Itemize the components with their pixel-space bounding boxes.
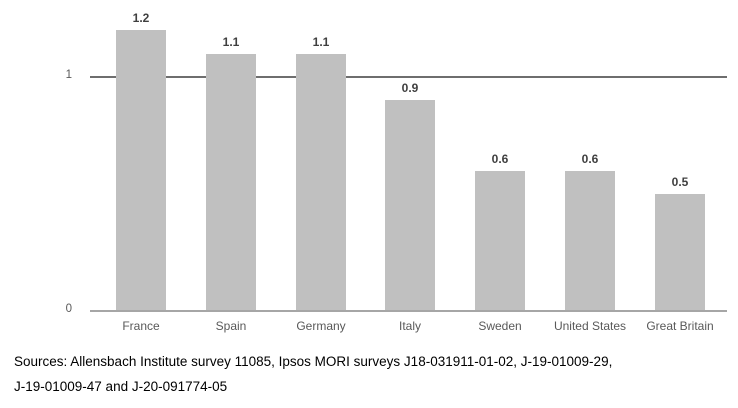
category-label-france: France [122,319,160,333]
bar-italy [385,100,435,311]
x-axis-baseline [90,310,727,312]
category-label-sweden: Sweden [478,319,522,333]
category-label-spain: Spain [215,319,247,333]
bar-france [116,30,166,311]
value-label-sweden: 0.6 [491,152,509,166]
value-label-spain: 1.1 [222,35,240,49]
value-label-italy: 0.9 [401,81,419,95]
bar-germany [296,54,346,311]
value-label-france: 1.2 [132,11,150,25]
sources-line-1: Sources: Allensbach Institute survey 110… [14,354,613,369]
value-label-great-britain: 0.5 [671,175,689,189]
bar-sweden [475,171,525,311]
category-label-united-states: United States [553,319,627,333]
y-axis-tick-0: 0 [65,303,72,315]
value-label-united-states: 0.6 [581,152,599,166]
bar-spain [206,54,256,311]
bar-united-states [565,171,615,311]
sources-note: Sources: Allensbach Institute survey 110… [14,349,724,399]
reference-line-at-1 [90,76,727,78]
category-label-italy: Italy [398,319,421,333]
bar-chart: 0 1 1.2 France 1.1 Spain 1.1 Germany 0.9 Italy 0.6… [65,11,727,333]
category-label-great-britain: Great Britain [646,319,714,333]
category-label-germany: Germany [296,319,346,333]
bar-great-britain [655,194,705,311]
plot-area: 0 1 1.2 France 1.1 Spain 1.1 Germany 0.9 Italy 0.6… [65,11,727,333]
sources-line-2: J-19-01009-47 and J-20-091774-05 [14,379,228,394]
value-label-germany: 1.1 [312,35,330,49]
y-axis-tick-1: 1 [65,69,72,81]
